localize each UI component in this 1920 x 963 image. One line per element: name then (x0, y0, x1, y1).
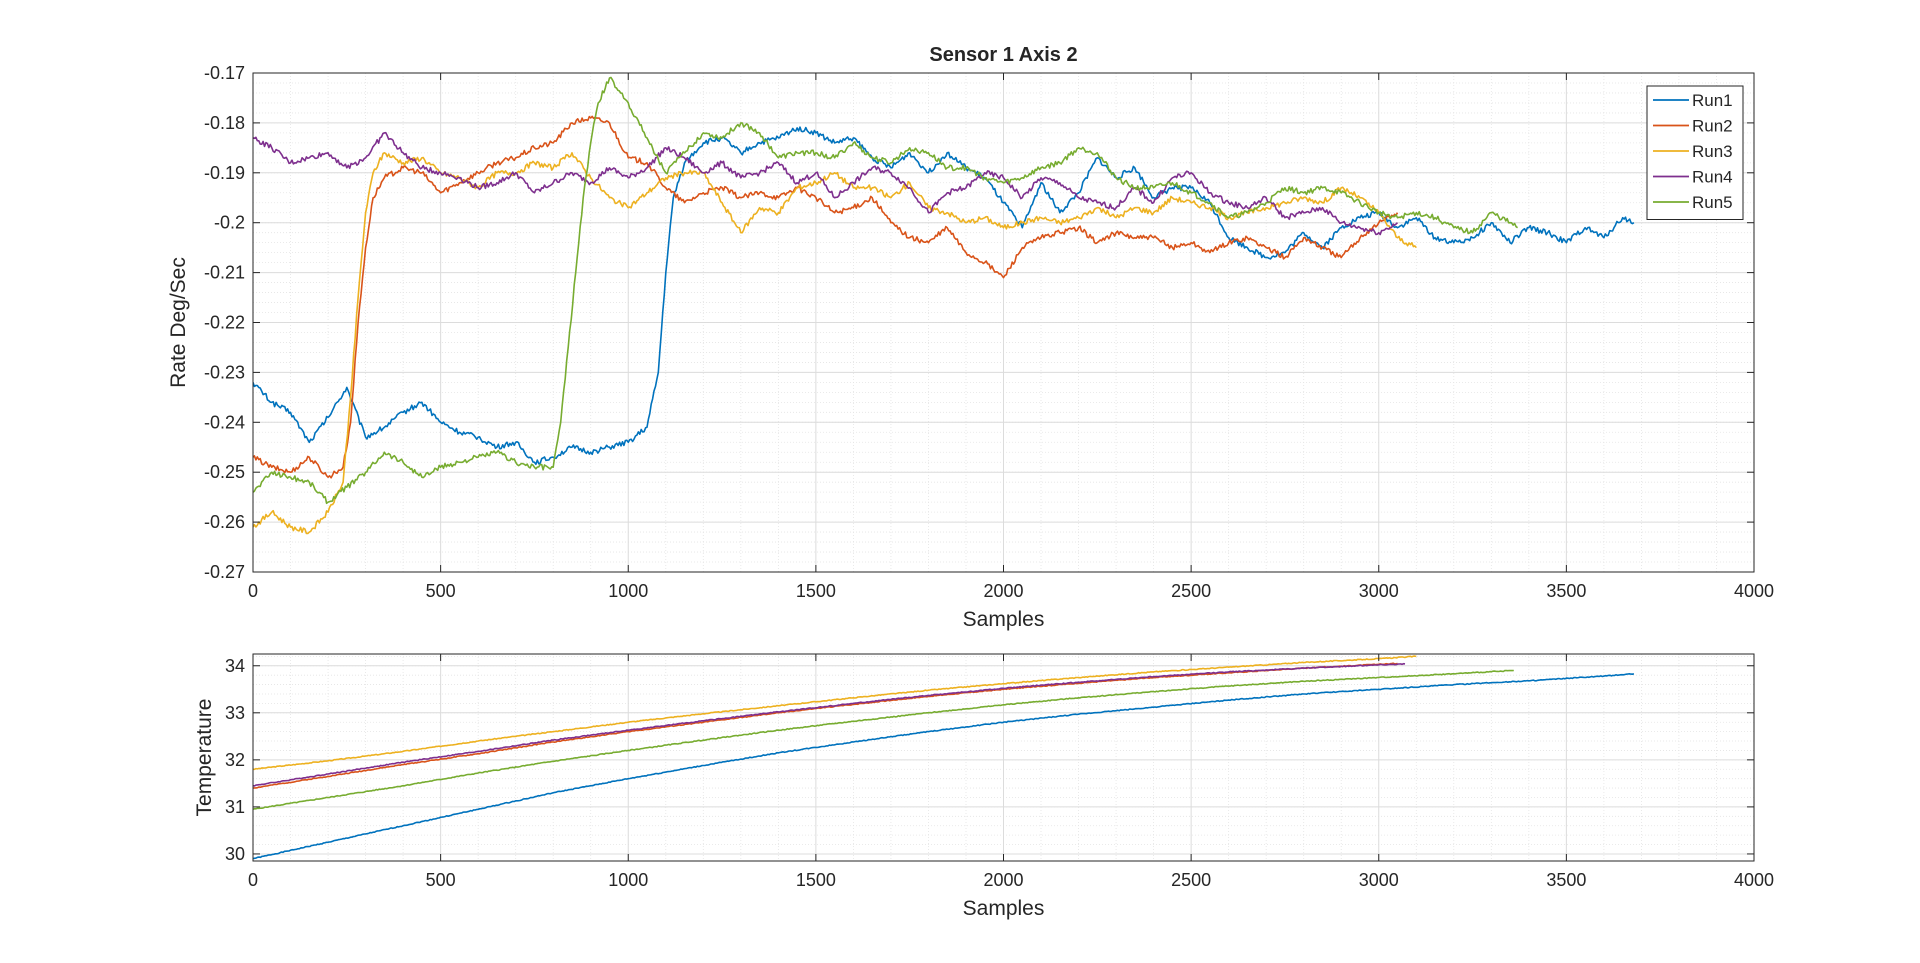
series-line-3 (253, 655, 1417, 771)
y-tick-label: 34 (225, 656, 245, 676)
legend-label: Run3 (1692, 142, 1733, 161)
y-tick-label: -0.21 (204, 263, 245, 283)
x-tick-label: 0 (248, 870, 258, 890)
x-axis: 0 500 1000 1500 2000 2500 3000 3500 4000 (248, 654, 1774, 890)
y-axis: 30 31 32 33 34 (225, 656, 1754, 864)
y-tick-label: -0.23 (204, 362, 245, 382)
legend-box (1646, 85, 1744, 220)
y-tick-label: 32 (225, 750, 245, 770)
series-line-2 (253, 662, 1398, 789)
series-line-5 (253, 76, 1519, 505)
y-tick-label: -0.18 (204, 113, 245, 133)
x-tick-label: 500 (426, 870, 456, 890)
x-tick-label: 3000 (1359, 581, 1399, 601)
y-tick-label: -0.26 (204, 512, 245, 532)
x-tick-label: 4000 (1734, 581, 1774, 601)
x-tick-label: 3000 (1359, 870, 1399, 890)
y-tick-label: -0.24 (204, 412, 245, 432)
x-tick-label: 4000 (1734, 870, 1774, 890)
x-tick-label: 3500 (1546, 581, 1586, 601)
series-group (253, 76, 1635, 535)
x-axis-label: Samples (963, 608, 1045, 631)
chart-title: Sensor 1 Axis 2 (929, 44, 1077, 66)
series-group (253, 655, 1635, 860)
temperature-plot: 0 500 1000 1500 2000 2500 3000 3500 4000 30 31 32 33… (193, 653, 1774, 920)
series-line-5 (253, 669, 1514, 811)
y-tick-label: -0.2 (214, 213, 245, 233)
y-axis-label: Temperature (193, 699, 216, 817)
x-tick-label: 1500 (796, 581, 836, 601)
y-tick-label: 31 (225, 797, 245, 817)
y-tick-label: 30 (225, 844, 245, 864)
x-tick-label: 1500 (796, 870, 836, 890)
series-line-4 (253, 131, 1399, 236)
y-tick-label: -0.25 (204, 462, 245, 482)
y-tick-label: 33 (225, 703, 245, 723)
x-tick-label: 0 (248, 581, 258, 601)
series-line-2 (253, 115, 1399, 479)
rate-plot: 0 500 1000 1500 2000 2500 3000 3500 4000-0.27-0.… (167, 44, 1774, 631)
y-tick-label: -0.22 (204, 313, 245, 333)
y-tick-label: -0.19 (204, 163, 245, 183)
x-tick-label: 2000 (983, 581, 1023, 601)
series-line-1 (253, 673, 1635, 860)
x-axis-label: Samples (963, 897, 1045, 920)
x-tick-label: 3500 (1546, 870, 1586, 890)
x-tick-label: 1000 (608, 870, 648, 890)
y-tick-label: -0.27 (204, 562, 245, 582)
legend-label: Run4 (1692, 168, 1733, 187)
x-tick-label: 2500 (1171, 581, 1211, 601)
x-tick-label: 2000 (983, 870, 1023, 890)
y-axis-label: Rate Deg/Sec (167, 257, 190, 388)
legend-label: Run1 (1692, 91, 1733, 110)
y-tick-label: -0.17 (204, 63, 245, 83)
legend-label: Run5 (1692, 193, 1733, 212)
y-axis: -0.27 -0.26 -0.25 -0.24 -0.23 -0.22 -0.21 -0.2 -… (204, 63, 1754, 582)
x-tick-label: 2500 (1171, 870, 1211, 890)
legend-label: Run2 (1692, 117, 1733, 136)
x-tick-label: 500 (426, 581, 456, 601)
x-axis: 0 500 1000 1500 2000 2500 3000 3500 4000 (248, 73, 1774, 601)
series-line-4 (253, 662, 1406, 787)
series-line-1 (253, 126, 1635, 466)
x-tick-label: 1000 (608, 581, 648, 601)
legend: Run1 Run2 Run3 Run4 Run5 (1646, 85, 1744, 220)
